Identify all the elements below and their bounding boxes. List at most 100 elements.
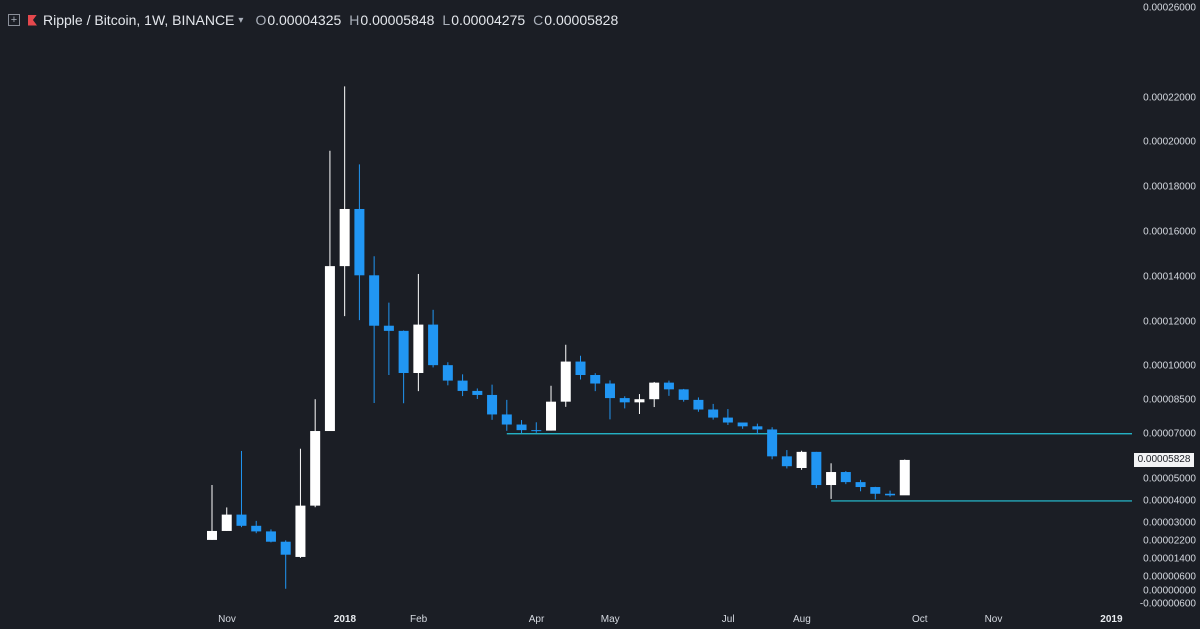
candle-body (265, 531, 276, 542)
candle-body (560, 361, 571, 402)
candle (678, 388, 689, 402)
y-tick-label: 0.00005000 (1143, 473, 1196, 485)
candle (885, 490, 896, 497)
candle-body (457, 380, 468, 391)
candle-body (752, 426, 763, 430)
candle (251, 520, 262, 534)
candle (663, 380, 674, 396)
price-axis[interactable]: 0.00026000 0.00022000 0.00020000 0.00018000… (1128, 0, 1200, 610)
candles-group (207, 86, 910, 589)
candle-body (280, 541, 291, 555)
candle-body (855, 482, 866, 488)
candle-body (546, 401, 557, 431)
candle-body (221, 514, 232, 531)
x-tick-label: 2018 (333, 614, 357, 625)
candle-body (708, 409, 719, 418)
low-key: L (442, 12, 451, 28)
close-value: 0.00005828 (544, 12, 619, 28)
y-tick-label: 0.00003000 (1143, 517, 1196, 529)
candle (428, 309, 439, 368)
candle (604, 380, 615, 420)
high-key: H (349, 12, 360, 28)
candle-body (870, 487, 881, 494)
high-value: 0.00005848 (360, 12, 435, 28)
candle (722, 409, 733, 425)
candle-body (722, 417, 733, 423)
candle (516, 420, 527, 434)
y-tick-label: -0.00000600 (1139, 598, 1196, 610)
candle (369, 256, 380, 404)
x-tick-label: May (600, 614, 620, 625)
candle (752, 423, 763, 435)
candle (693, 397, 704, 412)
y-tick-label: 0.00001400 (1143, 553, 1196, 565)
candle (811, 451, 822, 489)
candle-body (663, 382, 674, 390)
candle-body (369, 275, 380, 326)
candle-body (413, 324, 424, 373)
open-value: 0.00004325 (267, 12, 342, 28)
candle (236, 450, 247, 528)
y-tick-label: 0.00010000 (1143, 360, 1196, 372)
candle (472, 388, 483, 399)
symbol-title[interactable]: Ripple / Bitcoin, 1W, BINANCE (43, 12, 235, 28)
candle-body (840, 472, 851, 483)
candle-body (885, 493, 896, 496)
y-tick-label: 0.00007000 (1143, 428, 1196, 440)
y-tick-label: 0.00000000 (1143, 585, 1196, 597)
candle (383, 302, 394, 376)
candle-body (590, 375, 601, 384)
candle-body (737, 422, 748, 427)
candle (826, 463, 837, 499)
y-tick-label: 0.00014000 (1143, 271, 1196, 283)
candle (310, 399, 321, 508)
candle (737, 422, 748, 429)
plus-square-icon[interactable]: + (8, 14, 20, 26)
candle (295, 448, 306, 558)
chart-legend: + Ripple / Bitcoin, 1W, BINANCE ▾ O 0.000… (8, 10, 626, 30)
candle (413, 273, 424, 392)
y-tick-label: 0.00008500 (1143, 394, 1196, 406)
x-tick-label: Jul (721, 614, 735, 625)
y-tick-label: 0.00018000 (1143, 181, 1196, 193)
time-axis[interactable]: Nov 2018 Feb Apr May Jul Aug Oct Nov 2019 (0, 604, 1128, 629)
y-tick-label: 0.00002200 (1143, 535, 1196, 547)
y-tick-label: 0.00016000 (1143, 226, 1196, 238)
candle (546, 385, 557, 431)
candle (487, 384, 498, 420)
low-value: 0.00004275 (451, 12, 526, 28)
candle (339, 86, 350, 317)
y-tick-label: 0.00012000 (1143, 316, 1196, 328)
y-tick-label: 0.00020000 (1143, 136, 1196, 148)
candle-body (826, 472, 837, 486)
candle-body (236, 514, 247, 526)
candle-body (693, 399, 704, 410)
last-price-tag: 0.00005828 (1134, 452, 1194, 467)
candle (781, 450, 792, 469)
candle-body (501, 414, 512, 425)
candle (796, 450, 807, 470)
y-tick-label: 0.00004000 (1143, 495, 1196, 507)
x-tick-label: Aug (792, 614, 811, 625)
chevron-down-icon[interactable]: ▾ (238, 14, 244, 26)
candle-body (575, 361, 586, 376)
candle-body (295, 505, 306, 557)
y-tick-label: 0.00022000 (1143, 92, 1196, 104)
candle-body (207, 530, 217, 540)
candle-body (767, 429, 778, 457)
candle (649, 381, 660, 408)
candle (840, 471, 851, 485)
candle (708, 403, 719, 420)
x-tick-label: Nov (218, 614, 236, 625)
candle (560, 344, 571, 407)
support-lines (506, 433, 1132, 502)
x-tick-label: Nov (984, 614, 1003, 625)
candle (324, 150, 335, 432)
candle-body (324, 266, 335, 432)
candle-body (251, 525, 262, 532)
candle-body (796, 451, 807, 468)
open-key: O (255, 12, 267, 28)
candle-body (442, 365, 453, 381)
